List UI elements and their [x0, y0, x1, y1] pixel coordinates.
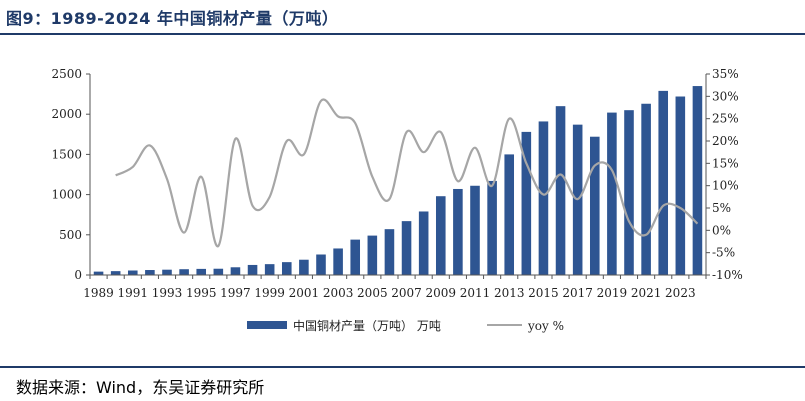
bar-1991 [127, 270, 138, 275]
y-right-tick-label: 0% [712, 223, 731, 237]
bar-2019 [607, 112, 617, 275]
y-left-tick-label: 2500 [51, 67, 82, 81]
y-right-tick-label: 20% [712, 134, 739, 148]
x-tick-label: 2013 [494, 286, 525, 300]
bar-2008 [418, 211, 429, 275]
y-left-tick-label: 2000 [51, 107, 82, 121]
x-tick-label: 1993 [152, 286, 183, 300]
y-right-tick-label: 30% [712, 89, 739, 103]
bar-1999 [264, 264, 275, 275]
y-left-tick-label: 1500 [51, 147, 82, 161]
bar-2001 [299, 259, 309, 275]
bar-2007 [401, 221, 412, 275]
x-tick-label: 2021 [631, 286, 662, 300]
x-tick-label: 2017 [562, 286, 593, 300]
y-left-tick-label: 0 [74, 268, 82, 282]
bar-1989 [93, 271, 104, 275]
bar-2018 [589, 136, 600, 275]
bar-1994 [179, 269, 189, 275]
bar-1996 [213, 268, 224, 275]
bar-2014 [521, 131, 532, 275]
x-tick-label: 1989 [83, 286, 114, 300]
footer-divider [0, 366, 805, 368]
y-right-tick-label: 5% [712, 201, 731, 215]
y-right-tick-label: 25% [712, 112, 739, 126]
yoy-line [115, 98, 699, 248]
x-tick-label: 2007 [391, 286, 422, 300]
x-tick-label: 2003 [323, 286, 354, 300]
x-tick-label: 2019 [597, 286, 628, 300]
bar-1992 [145, 270, 155, 275]
y-right-tick-label: 10% [712, 179, 739, 193]
bar-2015 [538, 121, 549, 275]
x-tick-label: 2009 [426, 286, 457, 300]
bar-2021 [641, 103, 651, 275]
bar-2024 [692, 86, 703, 275]
x-tick-label: 1995 [186, 286, 217, 300]
axes-group: 0 500 1000 1500 2000 2500 -10% -5% 0% 5% 10% 15% 20%… [51, 67, 742, 300]
y-right-tick-label: -10% [712, 268, 743, 282]
legend-label-line: yoy % [527, 319, 564, 333]
bar-2003 [333, 248, 343, 275]
bar-2022 [658, 90, 669, 275]
x-tick-label: 2001 [289, 286, 320, 300]
title-divider [0, 33, 805, 35]
y-right-tick-label: 15% [712, 156, 739, 170]
chart-title: 图9：1989-2024 年中国铜材产量（万吨） [6, 9, 339, 28]
bar-2013 [504, 154, 515, 275]
legend: 中国铜材产量（万吨） 万吨 yoy % [247, 318, 564, 333]
bar-1998 [247, 264, 258, 275]
y-left-tick-label: 1000 [51, 188, 82, 202]
bar-1993 [162, 269, 172, 275]
bar-1990 [110, 271, 121, 275]
bar-2004 [350, 239, 361, 275]
x-tick-label: 2005 [357, 286, 388, 300]
bar-1995 [196, 268, 207, 275]
legend-swatch-bar [247, 321, 287, 329]
y-right-tick-label: 35% [712, 67, 739, 81]
x-tick-label: 2015 [528, 286, 559, 300]
bar-2009 [435, 196, 446, 275]
bar-2016 [555, 106, 566, 275]
y-right-tick-label: -5% [712, 246, 735, 260]
bar-1997 [230, 267, 241, 275]
bar-2005 [367, 235, 378, 275]
bar-2012 [487, 180, 497, 275]
bar-2010 [453, 188, 463, 275]
bar-2002 [316, 254, 326, 275]
x-tick-label: 2011 [460, 286, 491, 300]
y-left-tick-label: 500 [59, 228, 82, 242]
x-tick-label: 1991 [118, 286, 149, 300]
source-note: 数据来源：Wind，东吴证券研究所 [16, 378, 265, 397]
bar-2023 [675, 96, 686, 275]
x-tick-label: 2023 [665, 286, 696, 300]
bar-2000 [281, 262, 292, 275]
bar-2006 [384, 229, 395, 275]
bars-group [93, 86, 703, 276]
x-tick-label: 1997 [220, 286, 251, 300]
x-tick-label: 1999 [254, 286, 285, 300]
bar-2011 [470, 185, 480, 275]
legend-label-bar: 中国铜材产量（万吨） 万吨 [293, 318, 441, 333]
bar-2020 [624, 110, 634, 276]
